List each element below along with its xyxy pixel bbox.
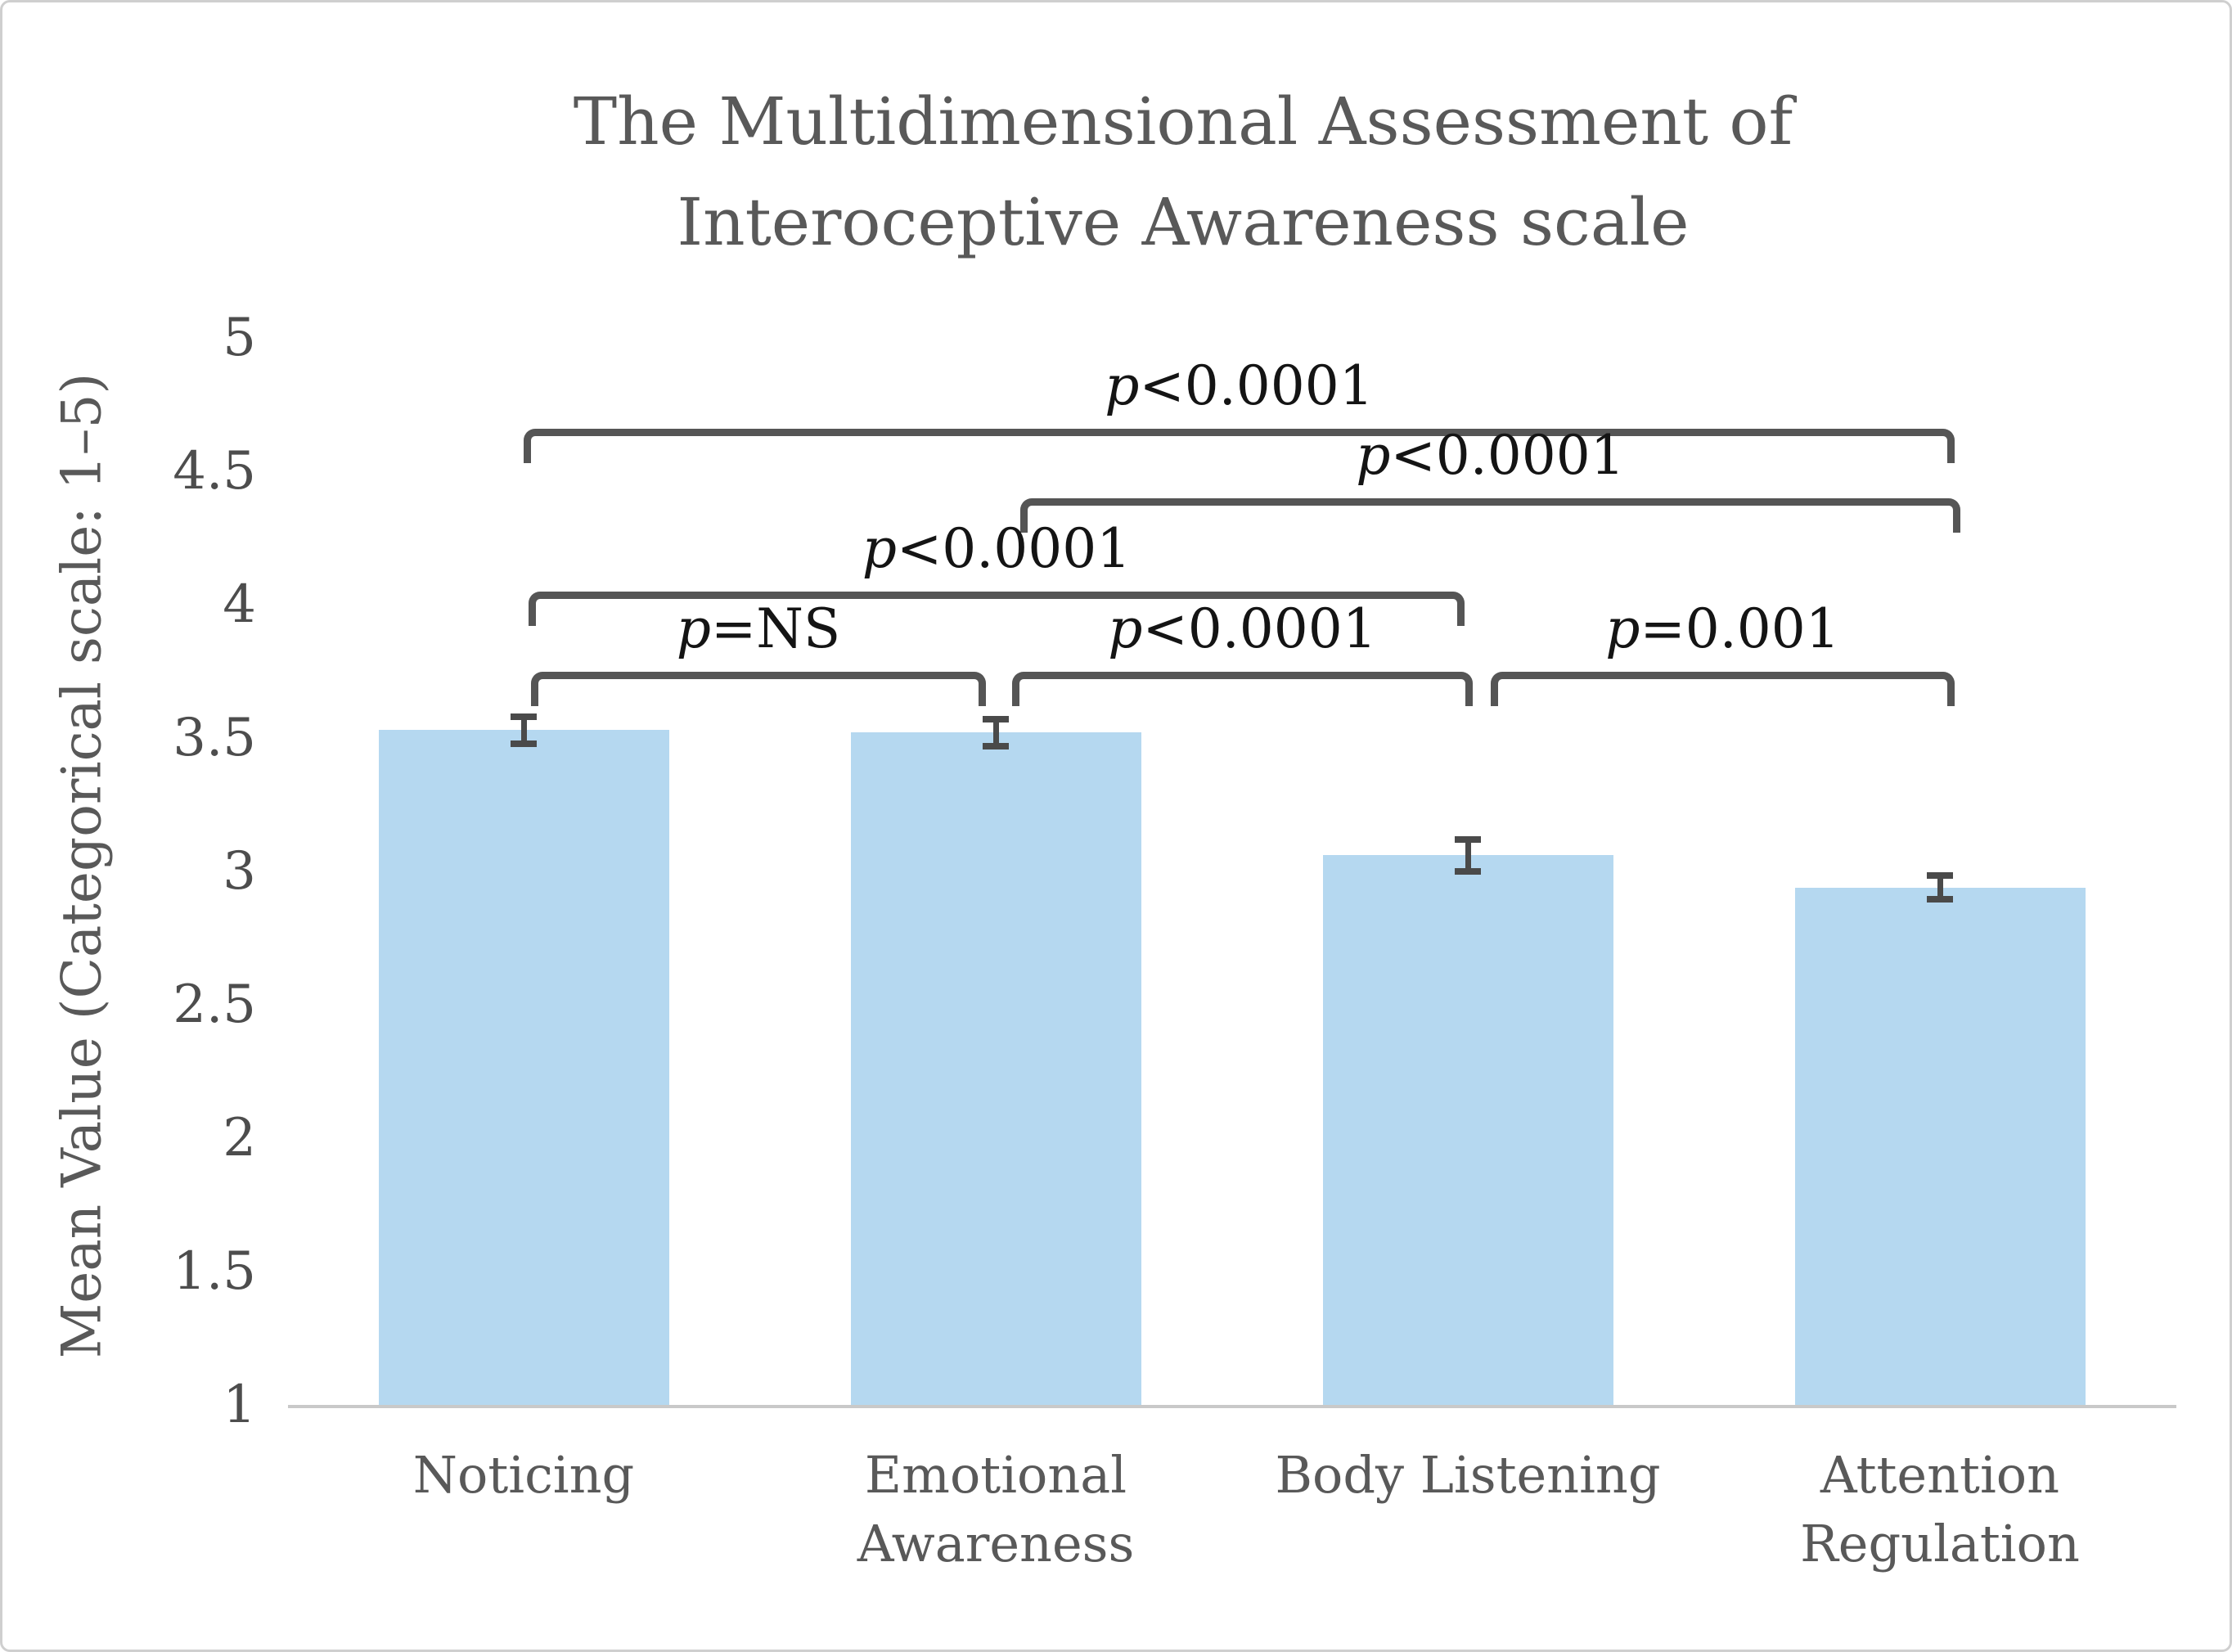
significance-bracket-4-noticing-vs-emotional-awareness xyxy=(531,671,986,706)
p-value-label-3: p<0.0001 xyxy=(862,516,1132,580)
y-tick-label-1: 1 xyxy=(223,1375,256,1435)
error-bar-noticing xyxy=(520,716,527,744)
bar-emotional-awareness xyxy=(850,732,1141,1405)
y-tick-label-5: 5 xyxy=(223,308,256,368)
p-value-label-2: p<0.0001 xyxy=(1356,423,1625,487)
p-value-label-1: p<0.0001 xyxy=(1105,353,1374,417)
error-bar-body-listening xyxy=(1465,839,1471,871)
error-bar-emotional-awareness xyxy=(992,719,999,746)
error-bar-upper-cap-attention-regulation xyxy=(1927,871,1953,879)
significance-bracket-5-emotional-awareness-vs-body-listening xyxy=(1012,671,1473,706)
y-tick-label-4: 4 xyxy=(223,574,256,635)
x-axis-line xyxy=(287,1405,2176,1408)
bar-attention-regulation xyxy=(1794,887,2086,1405)
category-label-emotional-awareness: Emotional Awareness xyxy=(857,1445,1135,1573)
significance-bracket-1-noticing-vs-attention-regulation xyxy=(524,428,1955,463)
p-value-label-4: p=NS xyxy=(676,596,841,660)
category-label-noticing: Noticing xyxy=(412,1445,635,1505)
category-label-body-listening: Body Listening xyxy=(1275,1445,1661,1505)
y-tick-label-1-5: 1.5 xyxy=(173,1241,256,1302)
error-bar-lower-cap-noticing xyxy=(511,740,537,747)
error-bar-attention-regulation xyxy=(1937,875,1943,900)
bar-noticing xyxy=(378,730,669,1405)
y-tick-label-2: 2 xyxy=(223,1108,256,1168)
error-bar-lower-cap-body-listening xyxy=(1455,868,1481,875)
error-bar-upper-cap-emotional-awareness xyxy=(983,716,1009,723)
error-bar-lower-cap-emotional-awareness xyxy=(983,742,1009,749)
significance-bracket-6-body-listening-vs-attention-regulation xyxy=(1491,671,1955,706)
category-label-attention-regulation: Attention Regulation xyxy=(1800,1445,2080,1573)
p-value-label-6: p=0.001 xyxy=(1605,596,1840,660)
y-tick-label-4-5: 4.5 xyxy=(173,441,256,502)
p-value-label-5: p<0.0001 xyxy=(1108,596,1377,660)
significance-bracket-2-emotional-awareness-vs-attention-regulation xyxy=(1020,497,1960,533)
y-tick-label-2-5: 2.5 xyxy=(173,975,256,1035)
significance-bracket-3-noticing-vs-body-listening xyxy=(529,591,1465,626)
y-tick-label-3-5: 3.5 xyxy=(173,708,256,768)
error-bar-upper-cap-noticing xyxy=(511,713,537,720)
y-tick-label-3: 3 xyxy=(223,841,256,902)
error-bar-upper-cap-body-listening xyxy=(1455,835,1481,843)
chart-title: The Multidimensional Assessment of Inter… xyxy=(573,83,1793,260)
bar-body-listening xyxy=(1322,855,1613,1405)
error-bar-lower-cap-attention-regulation xyxy=(1927,896,1953,903)
